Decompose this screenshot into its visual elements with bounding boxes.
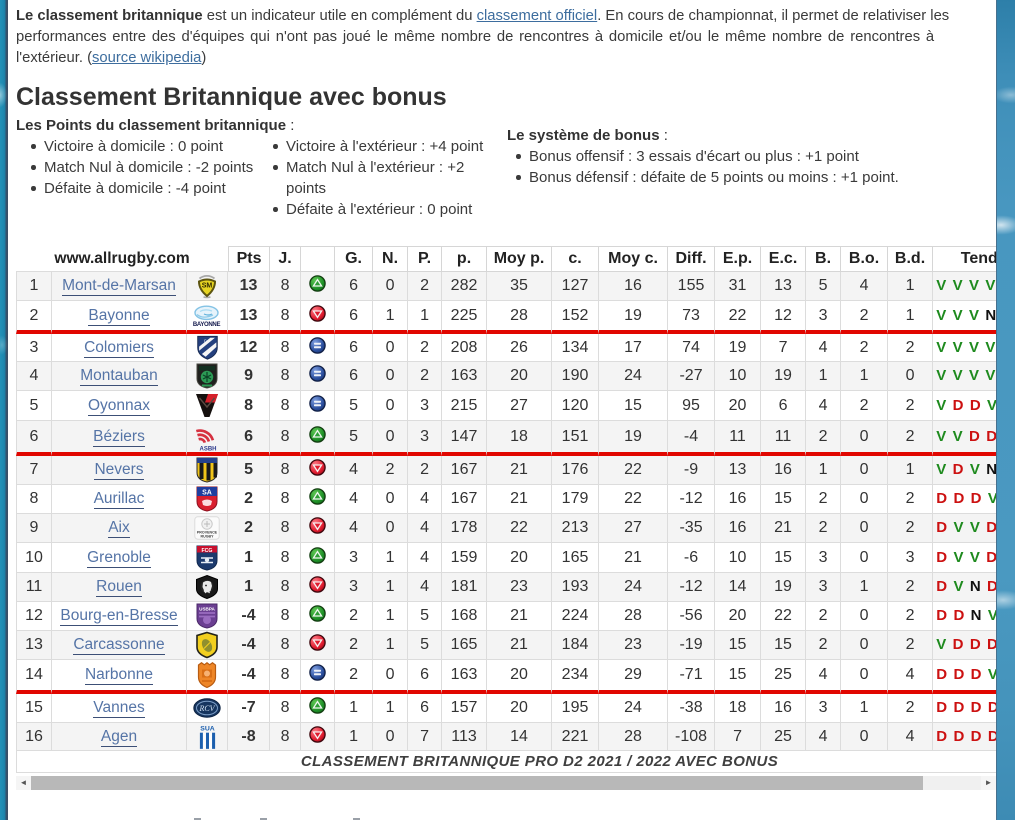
svg-text:C: C: [203, 338, 206, 343]
svg-text:BAYONNE: BAYONNE: [193, 321, 221, 326]
svg-text:USBPA: USBPA: [199, 607, 215, 612]
svg-text:SUA: SUA: [200, 725, 214, 732]
svg-text:RUGBY: RUGBY: [201, 535, 215, 539]
svg-text:PROVENCE: PROVENCE: [197, 531, 218, 535]
svg-text:FCG: FCG: [202, 548, 213, 554]
svg-text:RCV: RCV: [198, 704, 215, 713]
svg-text:SM: SM: [202, 283, 213, 290]
svg-text:SA: SA: [202, 490, 212, 497]
svg-text:ASBH: ASBH: [200, 446, 217, 451]
